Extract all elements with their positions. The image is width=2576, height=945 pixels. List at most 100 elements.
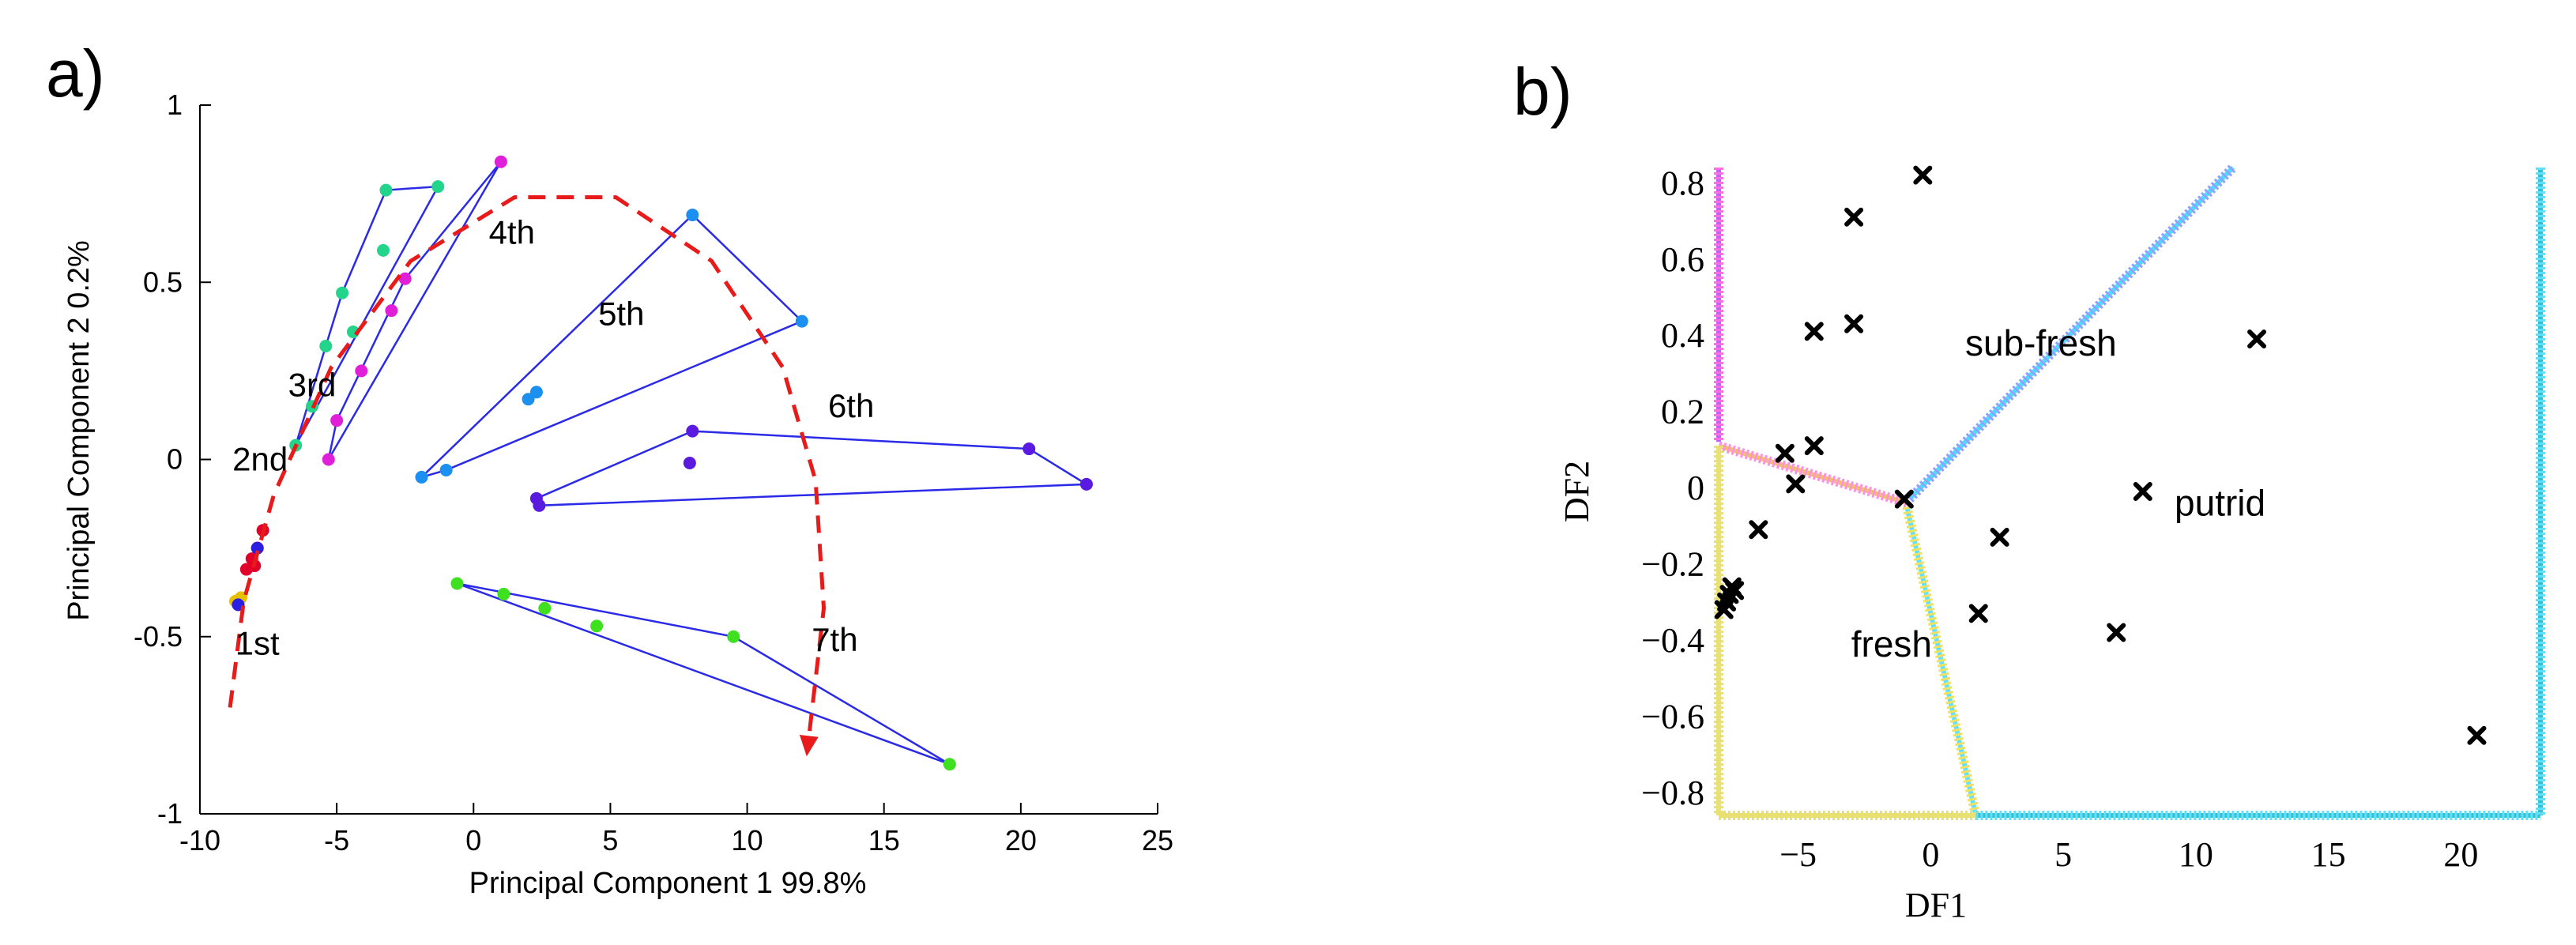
data-point-4th (398, 272, 412, 285)
data-point-5th (439, 463, 453, 476)
y-tick-label: 0.4 (1661, 316, 1704, 355)
y-tick-label: 1 (167, 88, 183, 121)
trend-arc (228, 195, 827, 751)
pca-chart: -10 -5 0 5 10 15 20 25 1 0.5 0 -0.5 -1 1st 2nd 3rd 4th 5… (62, 88, 1173, 900)
group-label-3rd: 3rd (288, 366, 337, 403)
group-outline-4th (327, 160, 502, 461)
discriminant-chart: −5 0 5 10 15 200.80.60.40.20−0.2−0.4−0.6−0.8 … (1557, 164, 2545, 924)
decision-boundary-inner (1908, 165, 2235, 501)
data-point-7th (943, 758, 956, 771)
x-tick-label: 0 (465, 824, 481, 857)
y-tick-label: 0.2 (1661, 393, 1704, 431)
data-point-x (1968, 604, 1988, 623)
x-tick-label: 20 (2443, 835, 2478, 874)
data-point-x (1844, 314, 1864, 333)
group-label-2nd: 2nd (232, 441, 288, 478)
data-point-3rd (336, 286, 349, 299)
group-label-4th: 4th (489, 213, 535, 250)
y-tick-label: 0.5 (143, 265, 183, 298)
x-axis-title: Principal Component 1 99.8% (469, 867, 867, 900)
y-axis-title: DF2 (1557, 461, 1596, 522)
data-point-x (1749, 520, 1768, 540)
data-point-5th (686, 209, 699, 222)
data-point-4th (330, 414, 344, 427)
data-point-4th (385, 304, 398, 318)
data-point-x (1714, 600, 1734, 619)
y-tick-label: −0.6 (1641, 698, 1704, 736)
x-tick-label: 15 (868, 824, 900, 857)
data-point-x (1775, 443, 1795, 463)
x-tick-label: 5 (602, 824, 618, 857)
data-point-3rd (319, 339, 333, 352)
panel-label-b: b) (1513, 55, 1572, 129)
data-point-3rd (431, 180, 445, 194)
data-point-x (1990, 527, 2009, 547)
data-point-6th (683, 456, 696, 469)
data-point-7th (590, 619, 604, 633)
decision-boundary (1902, 505, 1981, 817)
data-point-5th (415, 470, 428, 484)
data-point-6th (1022, 442, 1036, 456)
data-point-x (1844, 207, 1864, 227)
y-tick-label: 0 (1687, 469, 1704, 507)
trend-arrowhead (799, 735, 819, 757)
data-point-x (1894, 489, 1914, 509)
data-point-x (2467, 725, 2487, 745)
data-point-7th (727, 630, 740, 643)
data-point-6th (686, 424, 699, 438)
data-point-5th (529, 386, 543, 399)
y-tick-label: 0.8 (1661, 164, 1704, 202)
data-point-x (1725, 581, 1745, 601)
data-point-x (2133, 482, 2152, 501)
data-point-x (1786, 474, 1806, 494)
region-label-putrid: putrid (2175, 482, 2265, 523)
y-tick-label: 0.6 (1661, 240, 1704, 279)
x-tick-label: 25 (1142, 824, 1173, 857)
decision-boundary (1906, 164, 2237, 503)
data-point-x (1804, 322, 1824, 341)
data-point-6th (533, 499, 546, 512)
y-tick-label: −0.8 (1641, 774, 1704, 812)
data-point-3rd (379, 183, 393, 197)
group-label-6th: 6th (828, 387, 874, 424)
data-point-x (1804, 436, 1824, 456)
region-label-sub-fresh: sub-fresh (1965, 322, 2117, 363)
y-axis-title: Principal Component 2 0.2% (62, 240, 96, 621)
x-tick-label: 10 (2179, 835, 2213, 874)
group-outline-7th (457, 582, 951, 766)
data-point-6th (1079, 477, 1093, 491)
data-point-7th (538, 601, 552, 615)
data-point-x (2247, 329, 2267, 349)
data-point-4th (322, 453, 335, 466)
y-tick-label: -1 (157, 797, 183, 830)
x-tick-label: -10 (179, 824, 220, 857)
x-tick-label: -5 (324, 824, 349, 857)
data-point-x (2107, 623, 2126, 642)
data-point-4th (494, 155, 507, 168)
panel-label-a: a) (46, 36, 105, 111)
group-label-7th: 7th (812, 621, 857, 658)
group-outline-5th (420, 213, 804, 479)
data-point-5th (795, 314, 808, 328)
x-axis-title: DF1 (1905, 886, 1967, 924)
region-label-fresh: fresh (1851, 623, 1932, 665)
group-outline-3rd (295, 185, 440, 446)
data-point-2nd-b (250, 541, 264, 555)
y-tick-label: −0.2 (1641, 545, 1704, 584)
decision-boundary-inner (1718, 443, 1908, 506)
data-point-5th (522, 393, 535, 406)
group-label-5th: 5th (598, 296, 644, 333)
x-tick-label: 15 (2311, 835, 2346, 874)
x-tick-label: 10 (732, 824, 763, 857)
x-tick-label: 5 (2054, 835, 2072, 874)
y-tick-label: -0.5 (134, 620, 183, 653)
data-point-4th (355, 364, 368, 378)
data-point-7th (497, 587, 510, 601)
y-tick-label: −0.4 (1641, 621, 1704, 660)
data-point-3rd (377, 243, 390, 257)
data-point-7th (450, 577, 464, 590)
x-tick-label: 0 (1922, 835, 1939, 874)
x-tick-label: 20 (1005, 824, 1037, 857)
decision-boundary-inner (1904, 506, 1979, 816)
